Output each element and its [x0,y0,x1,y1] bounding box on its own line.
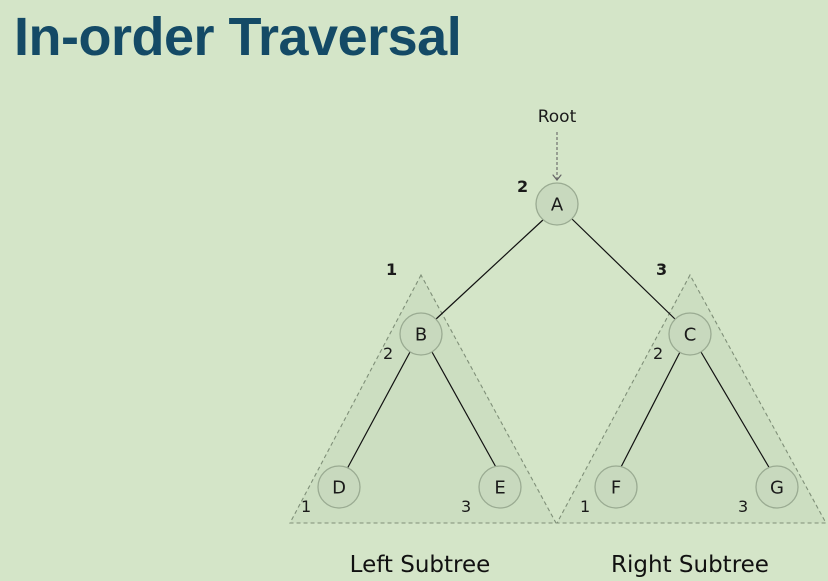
edge-a-c [571,218,677,321]
order-label-node-c: 2 [653,344,663,363]
order-label-node-f: 1 [580,497,590,516]
node-d: D [317,465,361,509]
node-c-label: C [684,325,697,346]
node-c: C [668,312,712,356]
left-subtree-caption: Left Subtree [350,552,491,578]
order-label-root: 2 [517,177,528,196]
order-label-left-subtree: 1 [386,260,397,279]
node-f-label: F [611,478,621,499]
node-f: F [594,465,638,509]
right-subtree-caption: Right Subtree [611,552,769,578]
edge-c-g [700,351,771,470]
node-g-label: G [770,478,784,499]
order-label-node-g: 3 [738,497,748,516]
node-e: E [478,465,522,509]
node-b: B [399,312,443,356]
edge-b-d [346,351,411,470]
node-g: G [755,465,799,509]
left-subtree-region [289,273,557,524]
page-title: In-order Traversal [14,7,462,67]
order-label-node-b: 2 [383,344,393,363]
edge-b-e [431,351,498,470]
root-label: Root [538,107,577,127]
edge-a-b [434,218,545,321]
node-d-label: D [332,478,346,499]
order-label-node-d: 1 [301,497,311,516]
order-label-right-subtree: 3 [656,260,667,279]
node-a-label: A [551,195,564,216]
node-a: A [535,182,579,226]
node-e-label: E [494,478,505,499]
node-b-label: B [415,325,427,346]
edge-c-f [619,351,681,470]
order-label-node-e: 3 [461,497,471,516]
